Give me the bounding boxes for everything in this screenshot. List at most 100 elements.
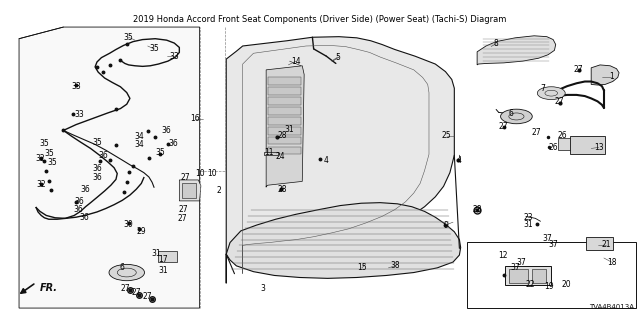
Text: 35: 35 <box>124 33 134 42</box>
Text: 6: 6 <box>120 263 125 272</box>
Text: 31: 31 <box>523 220 532 229</box>
Text: 14: 14 <box>291 57 301 66</box>
Text: 10: 10 <box>195 169 204 178</box>
Text: 32: 32 <box>35 154 45 163</box>
Text: 27: 27 <box>131 288 141 297</box>
Bar <box>268 137 301 144</box>
Text: 30: 30 <box>124 220 134 229</box>
Text: 27: 27 <box>499 123 509 132</box>
Text: 7: 7 <box>541 84 545 93</box>
Text: 2: 2 <box>216 186 221 195</box>
Polygon shape <box>226 203 461 278</box>
Text: 5: 5 <box>335 52 340 61</box>
Text: 8: 8 <box>494 39 499 48</box>
Circle shape <box>109 264 145 281</box>
Circle shape <box>538 87 565 100</box>
Text: 36: 36 <box>79 213 89 222</box>
Text: 34: 34 <box>134 140 144 149</box>
Text: 13: 13 <box>594 143 604 152</box>
Text: 36: 36 <box>92 173 102 182</box>
Text: TVA4B4013A: TVA4B4013A <box>589 304 634 310</box>
Text: 32: 32 <box>36 180 46 189</box>
Text: 26: 26 <box>548 143 558 152</box>
Text: 37: 37 <box>548 240 558 249</box>
Bar <box>268 77 301 85</box>
Text: 31: 31 <box>152 249 161 258</box>
Text: 6: 6 <box>509 109 514 118</box>
Bar <box>268 117 301 124</box>
Text: 38: 38 <box>390 261 399 270</box>
Bar <box>268 97 301 105</box>
Text: 34: 34 <box>134 132 144 141</box>
Text: 1: 1 <box>609 72 614 81</box>
Text: 18: 18 <box>607 258 616 267</box>
Bar <box>557 138 575 150</box>
Text: 28: 28 <box>277 131 287 140</box>
Circle shape <box>500 109 532 124</box>
Text: 3: 3 <box>260 284 266 293</box>
Text: 4: 4 <box>457 156 462 164</box>
Text: 37: 37 <box>516 258 526 267</box>
Text: 33: 33 <box>74 110 84 119</box>
Text: 35: 35 <box>48 158 58 167</box>
Text: 19: 19 <box>545 282 554 291</box>
Text: 36: 36 <box>162 126 172 135</box>
Text: 33: 33 <box>170 52 179 61</box>
Bar <box>268 127 301 134</box>
Text: 11: 11 <box>264 148 274 157</box>
Polygon shape <box>179 180 201 201</box>
Text: 35: 35 <box>92 138 102 147</box>
Polygon shape <box>19 27 200 308</box>
Polygon shape <box>591 65 619 85</box>
Polygon shape <box>226 37 454 283</box>
Text: 27: 27 <box>179 205 189 214</box>
Text: 9: 9 <box>443 220 448 229</box>
Bar <box>570 136 605 154</box>
Text: 36: 36 <box>73 205 83 214</box>
Polygon shape <box>266 66 304 187</box>
Text: 2019 Honda Accord Front Seat Components (Driver Side) (Power Seat) (Tachi-S) Dia: 2019 Honda Accord Front Seat Components … <box>133 15 507 24</box>
Text: 33: 33 <box>71 82 81 91</box>
Text: 36: 36 <box>92 164 102 173</box>
Bar <box>509 269 528 283</box>
Text: 36: 36 <box>99 151 108 160</box>
Text: 35: 35 <box>156 148 165 157</box>
Text: 21: 21 <box>602 240 611 249</box>
Text: 27: 27 <box>143 292 152 301</box>
Text: 28: 28 <box>277 185 287 194</box>
Text: 22: 22 <box>525 280 535 289</box>
Text: 36: 36 <box>74 197 84 206</box>
Text: 20: 20 <box>561 280 571 289</box>
Text: 26: 26 <box>557 131 567 140</box>
Text: 36: 36 <box>81 185 90 194</box>
Bar <box>182 183 196 198</box>
Text: 27: 27 <box>177 214 187 223</box>
Text: 24: 24 <box>276 152 285 161</box>
Text: 36: 36 <box>168 139 178 148</box>
Text: 27: 27 <box>532 128 541 137</box>
Text: 27: 27 <box>573 65 583 74</box>
Bar <box>268 87 301 95</box>
Text: 37: 37 <box>510 263 520 272</box>
Text: 29: 29 <box>136 227 146 236</box>
Text: 35: 35 <box>149 44 159 53</box>
Text: 17: 17 <box>158 255 168 264</box>
Polygon shape <box>477 36 556 65</box>
Bar <box>268 147 301 154</box>
Text: 16: 16 <box>189 114 199 123</box>
Text: 37: 37 <box>542 234 552 243</box>
Text: 27: 27 <box>555 97 564 106</box>
Text: 23: 23 <box>523 213 532 222</box>
Text: 31: 31 <box>285 125 294 134</box>
Text: 27: 27 <box>120 284 130 293</box>
Bar <box>159 251 177 262</box>
Text: 4: 4 <box>324 156 329 164</box>
Text: 35: 35 <box>40 139 49 148</box>
Bar <box>264 152 278 155</box>
Text: 31: 31 <box>158 266 168 275</box>
Bar <box>532 269 546 283</box>
Text: 27: 27 <box>181 173 191 182</box>
Bar <box>505 267 550 285</box>
Text: 25: 25 <box>442 131 452 140</box>
Bar <box>586 237 612 251</box>
